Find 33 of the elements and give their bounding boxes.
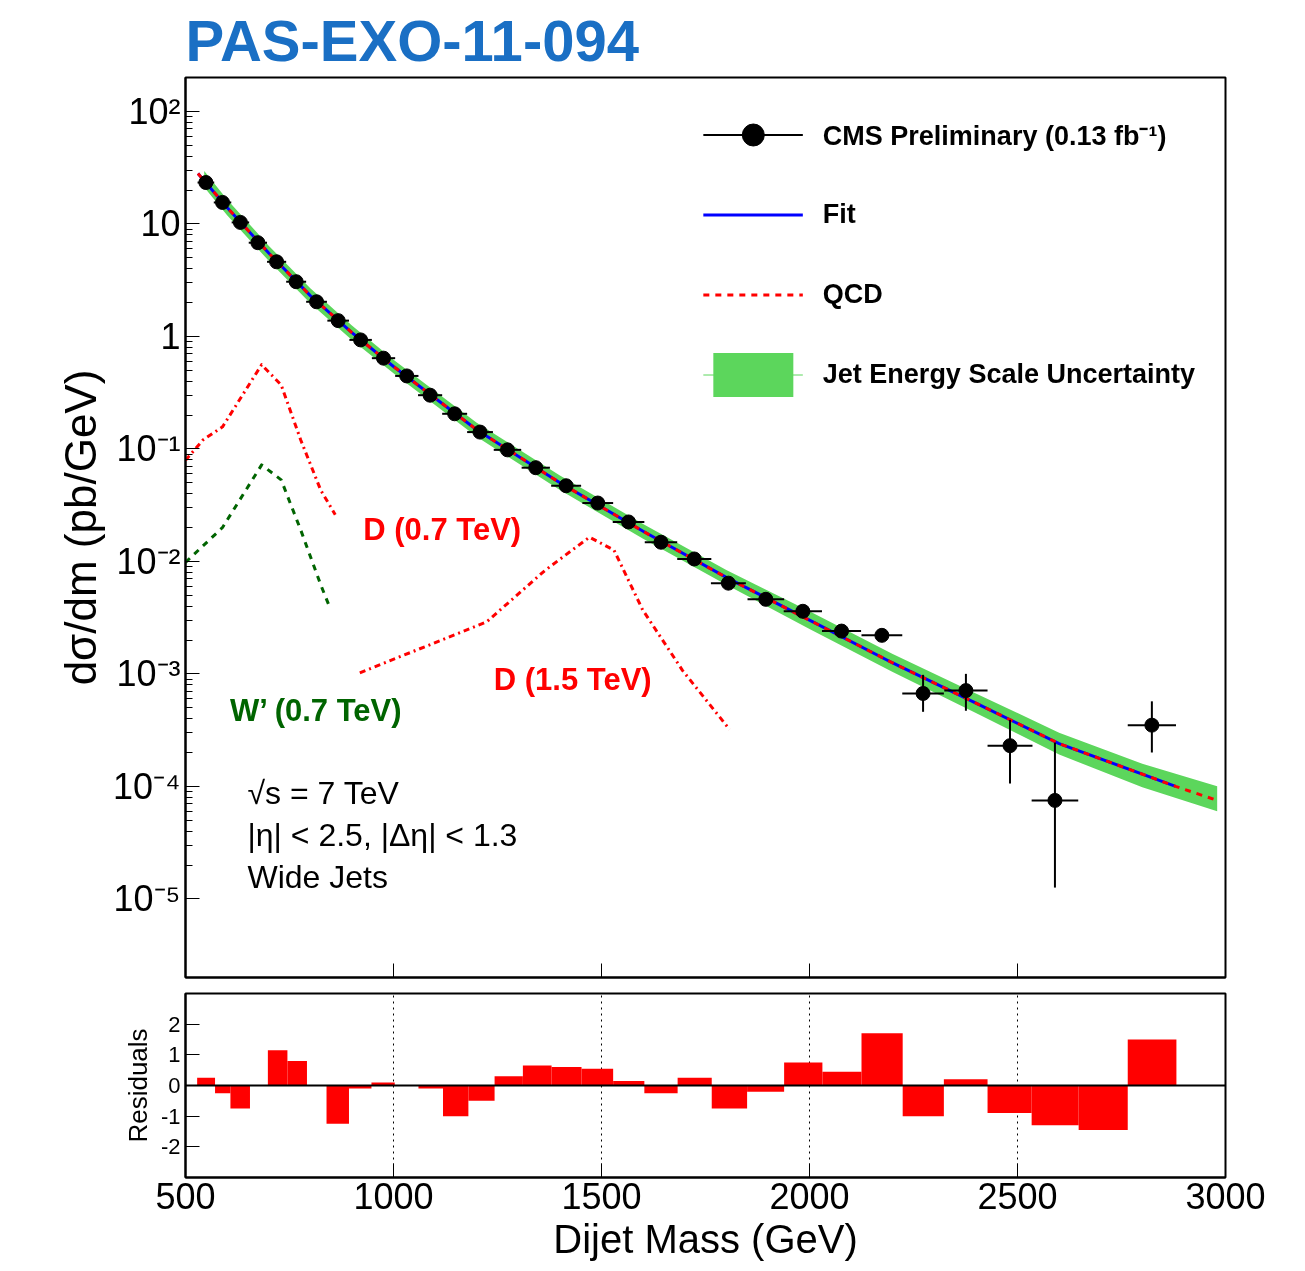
annotation: |η| < 2.5, |Δη| < 1.3 xyxy=(247,816,518,853)
y-tick-label: 10² xyxy=(128,90,181,132)
y-tick-label: 10⁻³ xyxy=(116,653,181,695)
y-tick-label: 1 xyxy=(168,1042,181,1068)
annotation: √s = 7 TeV xyxy=(247,774,400,811)
x-tick-label: 500 xyxy=(155,1175,216,1217)
x-axis-title: Dijet Mass (GeV) xyxy=(553,1216,858,1261)
y-tick-label: 10⁻² xyxy=(116,540,181,582)
legend-label: CMS Preliminary (0.13 fb⁻¹) xyxy=(822,120,1167,153)
legend-label: Jet Energy Scale Uncertainty xyxy=(822,359,1195,390)
y-tick-label: -1 xyxy=(160,1103,181,1129)
x-tick-label: 1000 xyxy=(353,1175,434,1217)
annotation: Wide Jets xyxy=(247,858,388,895)
x-tick-label: 3000 xyxy=(1185,1175,1266,1217)
y-tick-label: 10⁻⁵ xyxy=(113,878,181,920)
y-tick-label: 1 xyxy=(160,315,181,357)
y-tick-label: 10 xyxy=(140,203,181,245)
y-tick-label: 10⁻⁴ xyxy=(112,765,181,807)
y-axis-title: dσ/dm (pb/GeV) xyxy=(55,369,105,686)
y-tick-label: -2 xyxy=(160,1134,181,1160)
y-tick-label: 0 xyxy=(168,1073,181,1098)
y-tick-label: 10⁻¹ xyxy=(116,428,181,470)
legend-label: Fit xyxy=(822,199,856,230)
x-tick-label: 2500 xyxy=(977,1175,1058,1217)
series-label: D (0.7 TeV) xyxy=(363,512,522,548)
series-label: D (1.5 TeV) xyxy=(493,662,652,698)
text: W’ (0.7 TeV) xyxy=(229,693,402,729)
legend-label: QCD xyxy=(822,279,883,310)
x-tick-label: 2000 xyxy=(769,1175,850,1217)
y-tick-label: 2 xyxy=(168,1011,181,1037)
chart-title: PAS-EXO-11-094 xyxy=(185,7,639,73)
x-tick-label: 1500 xyxy=(561,1175,642,1217)
y-axis-title: Residuals xyxy=(122,1028,153,1143)
